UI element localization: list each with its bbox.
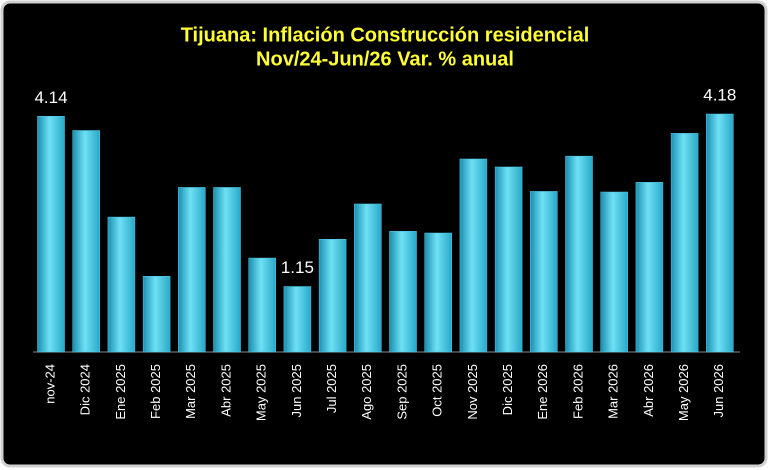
bar <box>600 191 628 353</box>
x-tick-label: Mar 2026 <box>606 364 621 419</box>
x-tick-label: Ago 2025 <box>359 364 374 420</box>
bar <box>318 239 347 353</box>
bar <box>213 187 241 353</box>
x-tick-label: Dic 2025 <box>500 364 515 415</box>
bar <box>635 182 664 353</box>
x-tick-label: Mar 2025 <box>183 364 198 419</box>
data-label: 4.14 <box>34 88 67 107</box>
x-tick-label: May 2025 <box>254 364 269 421</box>
x-tick-label: May 2026 <box>676 364 691 421</box>
bar <box>107 216 136 353</box>
x-tick-label: Oct 2025 <box>430 364 445 417</box>
bar <box>670 133 699 353</box>
x-tick-label: Jun 2026 <box>711 364 726 418</box>
bar <box>178 187 206 353</box>
bar <box>389 231 417 353</box>
x-tick-label: nov-24 <box>42 364 57 404</box>
bar <box>72 130 100 353</box>
bar <box>459 158 488 353</box>
bar <box>142 276 171 353</box>
x-tick-label: Abr 2025 <box>218 364 233 417</box>
chart-subtitle: Nov/24-Jun/26 Var. % anual <box>256 48 514 70</box>
x-tick-label: Nov 2025 <box>465 364 480 420</box>
x-tick-label: Feb 2025 <box>148 364 163 419</box>
bar <box>354 203 382 353</box>
data-label: 1.15 <box>281 258 314 277</box>
bar <box>706 113 734 353</box>
x-tick-label: Jun 2025 <box>289 364 304 418</box>
x-tick-label: Jul 2025 <box>324 364 339 413</box>
bar <box>494 166 523 353</box>
bar <box>283 286 312 353</box>
x-tick-label: Sep 2025 <box>394 364 409 420</box>
bar <box>565 155 593 353</box>
x-tick-label: Feb 2026 <box>570 364 585 419</box>
chart-title: Tijuana: Inflación Construcción residenc… <box>181 24 590 46</box>
data-label: 4.18 <box>703 85 736 104</box>
x-tick-label: Dic 2024 <box>78 364 93 415</box>
bar <box>248 257 276 353</box>
bar <box>530 191 558 353</box>
x-tick-label: Ene 2025 <box>113 364 128 420</box>
bar <box>424 232 452 353</box>
x-tick-label: Abr 2026 <box>641 364 656 417</box>
x-tick-label: Ene 2026 <box>535 364 550 420</box>
bar <box>37 116 65 353</box>
